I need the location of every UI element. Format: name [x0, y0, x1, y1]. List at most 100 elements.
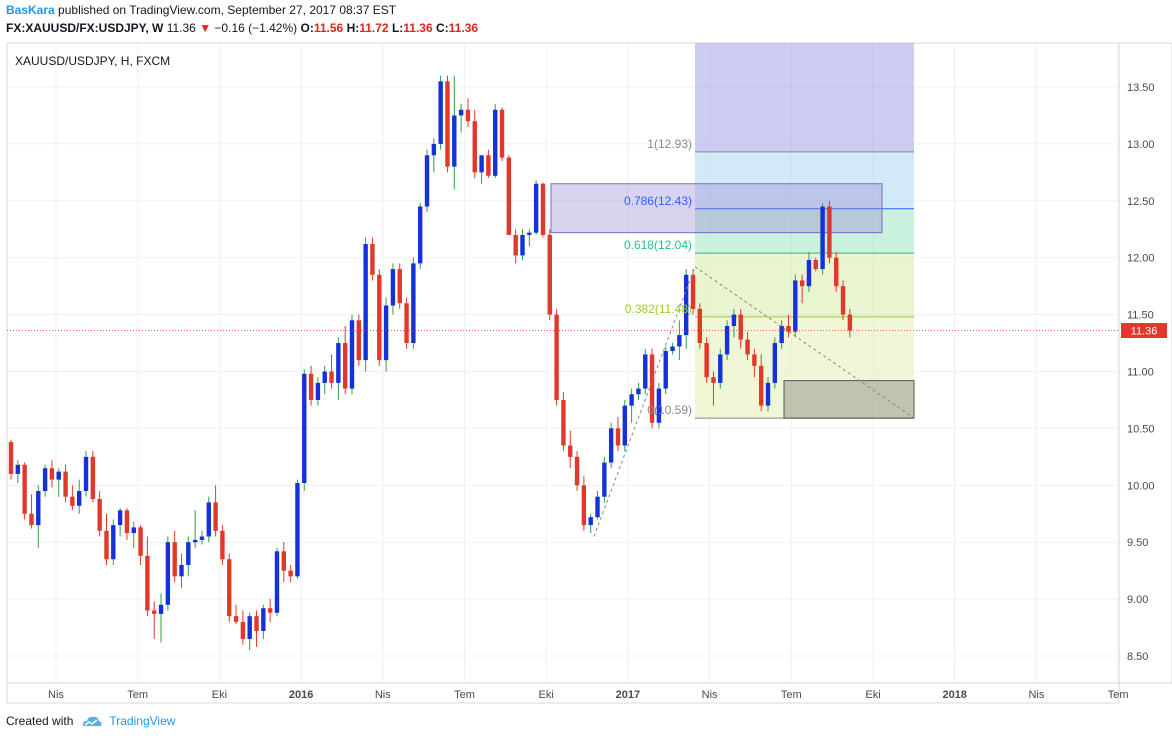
candle-body [131, 527, 136, 534]
candle [267, 599, 273, 622]
y-tick-label: 11.00 [1127, 367, 1154, 379]
candle [124, 508, 130, 540]
candle-body [663, 351, 668, 389]
candle [649, 348, 655, 429]
candle-body [711, 377, 716, 383]
x-axis: Nis Tem Eki 2016 Nis Tem Eki 2017 Nis Tem Eki 2018 N… [48, 689, 1128, 701]
candle [527, 229, 532, 247]
candle-body [786, 325, 791, 332]
candle-body [152, 610, 157, 614]
created-with-text: Created with [6, 714, 74, 728]
x-tick-label: Nis [48, 689, 64, 701]
high-label: H: [346, 21, 360, 35]
candle-body [138, 527, 143, 556]
candle [493, 104, 498, 179]
candle-body [206, 502, 211, 537]
candle [63, 464, 68, 503]
candle-body [397, 269, 402, 304]
support-zone[interactable] [783, 380, 915, 419]
candle [718, 348, 723, 389]
candle-body [186, 542, 191, 565]
candle [561, 391, 566, 452]
candle [261, 604, 266, 639]
candle-body [363, 244, 368, 361]
candle [704, 337, 709, 383]
candle [288, 564, 293, 583]
candle [595, 490, 600, 520]
candle-body [29, 513, 34, 526]
y-tick-label: 9.50 [1127, 537, 1148, 549]
candle-body [70, 496, 75, 506]
candle-body [806, 259, 812, 287]
candle [643, 348, 648, 395]
candle-body [329, 371, 334, 383]
candle-body [574, 456, 580, 486]
candle [506, 155, 512, 235]
candle [786, 314, 791, 338]
last-price: 11.36 [166, 21, 196, 35]
high-value: 11.72 [359, 21, 389, 35]
published-text: published on TradingView.com, September … [58, 3, 397, 17]
candle [452, 75, 457, 190]
candle-body [36, 490, 41, 526]
candle-body [254, 616, 259, 631]
candle-body [124, 510, 130, 534]
candle-body [199, 536, 205, 540]
symbol-name: FX:XAUUSD/FX:USDJPY, W [6, 21, 164, 35]
candle-body [772, 343, 778, 383]
fib-trend-line[interactable] [694, 266, 915, 419]
trend-lines [7, 266, 1119, 537]
y-axis-panel[interactable] [1118, 42, 1172, 684]
candle-body [547, 234, 552, 315]
candle-body [738, 314, 743, 340]
x-tick-label: Tem [781, 689, 802, 701]
candle [315, 377, 321, 406]
fib-level-label: 0.786(12.43) [624, 194, 692, 208]
candle-body [677, 335, 682, 347]
candle [697, 303, 703, 349]
fib-level-label: 0.618(12.04) [624, 238, 692, 252]
candle-body [820, 206, 825, 270]
fib-level-label: 0(10.59) [647, 403, 692, 417]
candle-body [479, 155, 484, 173]
author-link[interactable]: BasKara [6, 3, 55, 17]
candle [247, 612, 252, 651]
candle [724, 320, 730, 361]
resistance-zone[interactable] [550, 183, 883, 234]
low-value: 11.36 [403, 21, 433, 35]
y-tick-label: 9.00 [1127, 594, 1148, 606]
candle [186, 536, 191, 577]
candle [520, 229, 525, 260]
candle-body [356, 320, 362, 361]
price-change: −0.16 (−1.42%) [214, 21, 298, 35]
candle [683, 269, 689, 349]
candle [568, 430, 573, 469]
candle-body [336, 343, 341, 383]
tradingview-link[interactable]: TradingView [109, 714, 176, 728]
candle-body [145, 555, 150, 611]
y-tick-label: 10.50 [1127, 423, 1155, 435]
candle [813, 257, 818, 272]
candle-body [697, 308, 703, 344]
low-label: L: [391, 21, 404, 35]
candle-body [8, 442, 14, 474]
candle-body [295, 483, 300, 577]
candle-body [431, 143, 437, 156]
candle [363, 237, 368, 372]
candle [227, 553, 232, 622]
x-axis-panel[interactable] [6, 682, 1120, 704]
candle [397, 263, 402, 309]
open-label: O: [300, 21, 314, 35]
candle-body [834, 257, 839, 287]
x-tick-label: Eki [865, 689, 880, 701]
candle [158, 593, 164, 643]
candle-body [581, 485, 587, 526]
candle-body [90, 456, 96, 499]
candle [499, 107, 505, 161]
candle [438, 75, 443, 150]
candle-body [261, 608, 266, 631]
candle [322, 365, 327, 395]
candle [356, 314, 362, 366]
candle-body [104, 530, 109, 560]
